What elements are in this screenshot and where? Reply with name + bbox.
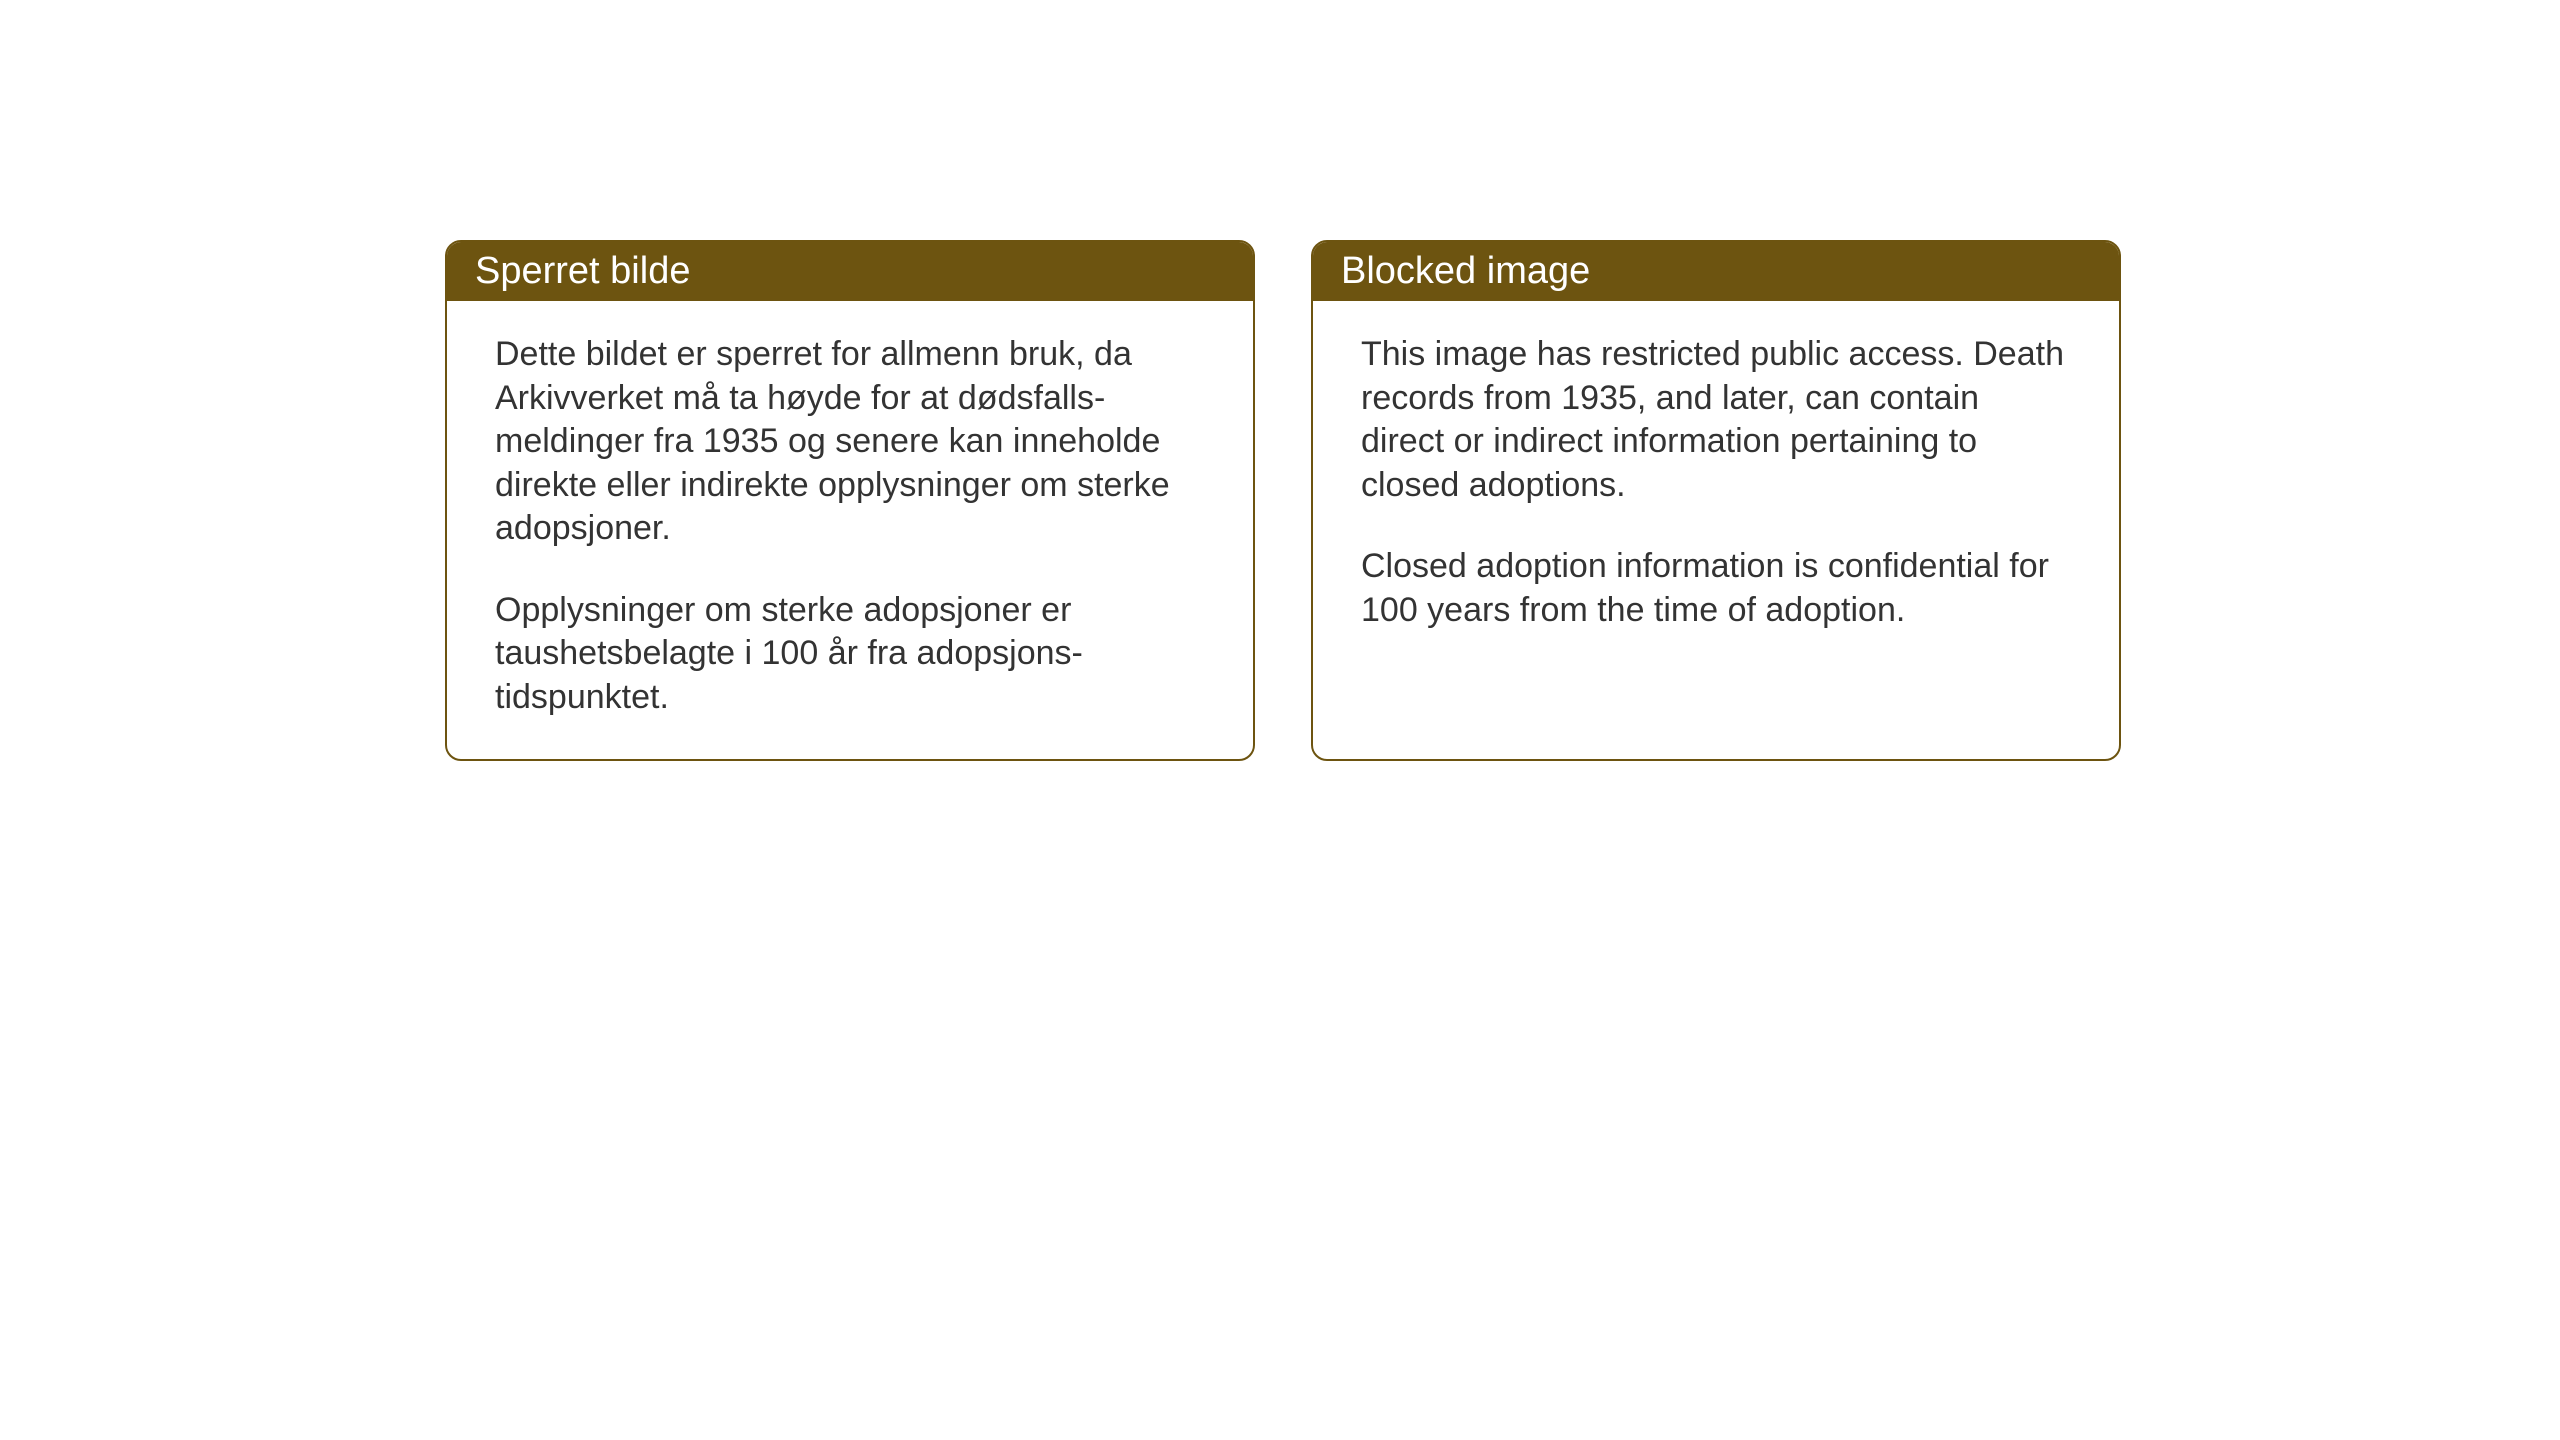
notice-title-english: Blocked image [1341, 250, 1590, 292]
notice-title-norwegian: Sperret bilde [475, 250, 690, 292]
notice-paragraph-1-english: This image has restricted public access.… [1361, 333, 2071, 507]
notice-body-english: This image has restricted public access.… [1313, 301, 2119, 672]
notice-container: Sperret bilde Dette bildet er sperret fo… [0, 0, 2560, 761]
notice-body-norwegian: Dette bildet er sperret for allmenn bruk… [447, 301, 1253, 759]
notice-box-english: Blocked image This image has restricted … [1311, 240, 2121, 761]
notice-paragraph-2-norwegian: Opplysninger om sterke adopsjoner er tau… [495, 589, 1205, 720]
notice-header-norwegian: Sperret bilde [447, 242, 1253, 301]
notice-box-norwegian: Sperret bilde Dette bildet er sperret fo… [445, 240, 1255, 761]
notice-header-english: Blocked image [1313, 242, 2119, 301]
notice-paragraph-2-english: Closed adoption information is confident… [1361, 545, 2071, 632]
notice-paragraph-1-norwegian: Dette bildet er sperret for allmenn bruk… [495, 333, 1205, 551]
